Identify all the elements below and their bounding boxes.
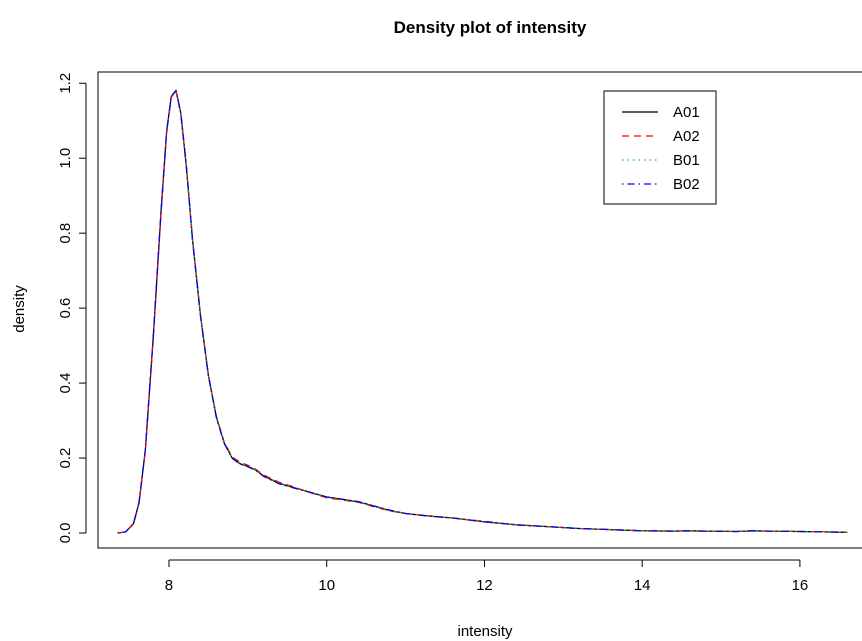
y-tick-label: 0.8 xyxy=(57,223,74,244)
y-axis: 0.0 0.2 0.4 0.6 0.8 1.0 1.2 xyxy=(57,73,87,544)
y-tick-label: 0.2 xyxy=(57,448,74,469)
x-tick-label: 14 xyxy=(634,577,651,594)
plot-area-border xyxy=(97,71,862,549)
x-tick-label: 16 xyxy=(792,577,809,594)
legend: A01 A02 B01 B02 xyxy=(603,90,717,205)
legend-label: A02 xyxy=(673,128,700,145)
y-axis-title: density xyxy=(11,285,28,333)
legend-label: A01 xyxy=(673,104,700,121)
legend-label: B01 xyxy=(673,152,700,169)
legend-label: B02 xyxy=(673,176,700,193)
x-tick-label: 8 xyxy=(165,577,173,594)
x-axis: 8 10 12 14 16 xyxy=(165,559,809,594)
series-line-b01 xyxy=(117,90,848,534)
y-tick-label: 0.4 xyxy=(57,373,74,394)
y-tick-label: 1.2 xyxy=(57,73,74,94)
series-line-a01 xyxy=(117,90,848,534)
series-layer xyxy=(117,89,848,534)
y-tick-label: 0.6 xyxy=(57,298,74,319)
x-axis-title: intensity xyxy=(457,623,513,640)
series-line-a02 xyxy=(117,90,848,534)
y-tick-label: 0.0 xyxy=(57,523,74,544)
series-line-b02 xyxy=(117,89,848,534)
x-tick-label: 10 xyxy=(318,577,335,594)
x-tick-label: 12 xyxy=(476,577,493,594)
chart-title: Density plot of intensity xyxy=(394,18,587,37)
legend-box xyxy=(603,90,717,205)
y-tick-label: 1.0 xyxy=(57,148,74,169)
